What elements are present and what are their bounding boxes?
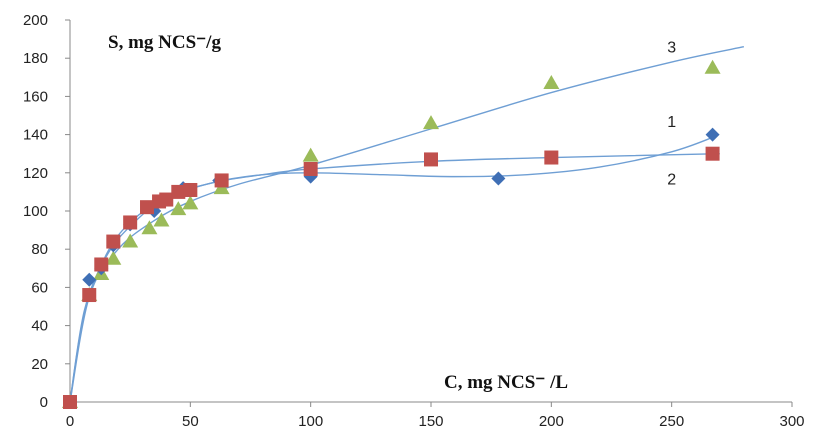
y-tick-label: 120 <box>23 165 48 182</box>
axes: 0 50 100 150 200 250 300 0 20 40 60 80 100 120 140 160… <box>23 12 805 430</box>
point-series-3 <box>704 59 721 74</box>
y-ticks: 0 20 40 60 80 100 120 140 160 180 200 <box>23 12 70 411</box>
point-series-2 <box>140 200 155 215</box>
point-series-2 <box>123 215 138 230</box>
y-tick-label: 0 <box>40 394 48 411</box>
data-markers <box>62 59 721 409</box>
y-tick-label: 160 <box>23 88 48 105</box>
x-tick-label: 250 <box>659 413 684 430</box>
point-series-2 <box>106 234 121 249</box>
y-tick-label: 60 <box>31 279 48 296</box>
y-tick-label: 200 <box>23 12 48 29</box>
trendline-series-2 <box>69 153 720 403</box>
point-series-2 <box>183 182 198 197</box>
y-tick-label: 100 <box>23 203 48 220</box>
trendlines <box>69 46 745 403</box>
x-axis-title: C, mg NCS⁻ /L <box>444 372 568 393</box>
point-series-3 <box>141 220 158 235</box>
point-series-1 <box>82 272 97 287</box>
point-series-2 <box>214 173 229 188</box>
point-series-3 <box>302 147 319 162</box>
trendline-series-1 <box>69 135 716 403</box>
point-series-2 <box>303 161 318 176</box>
x-tick-label: 150 <box>418 413 443 430</box>
point-series-2 <box>82 288 97 303</box>
series-label-3: 3 <box>667 39 676 56</box>
series-label-1: 1 <box>667 114 676 131</box>
point-series-2 <box>705 146 720 161</box>
x-tick-label: 50 <box>182 413 199 430</box>
trendline-series-3 <box>69 46 745 403</box>
point-series-3 <box>423 115 439 130</box>
y-tick-label: 180 <box>23 50 48 67</box>
point-series-2 <box>63 395 77 409</box>
x-tick-label: 0 <box>66 413 74 430</box>
y-tick-label: 80 <box>31 241 48 258</box>
y-tick-label: 20 <box>31 356 48 373</box>
y-tick-label: 40 <box>31 318 48 335</box>
point-series-3 <box>153 212 170 227</box>
point-series-2 <box>159 192 174 207</box>
x-tick-label: 300 <box>779 413 804 430</box>
series-labels: 1 2 3 <box>667 39 676 188</box>
point-series-2 <box>544 150 559 165</box>
x-tick-label: 200 <box>539 413 564 430</box>
point-series-2 <box>424 152 438 167</box>
point-series-2 <box>171 184 186 199</box>
point-series-2 <box>94 257 109 272</box>
y-tick-label: 140 <box>23 127 48 144</box>
point-series-3 <box>543 75 560 90</box>
point-series-3 <box>182 195 199 210</box>
y-axis-title: S, mg NCS⁻/g <box>108 32 221 53</box>
x-tick-label: 100 <box>298 413 323 430</box>
point-series-1 <box>491 171 506 186</box>
point-series-1 <box>705 127 720 142</box>
point-series-3 <box>105 250 122 265</box>
series-label-2: 2 <box>667 171 676 188</box>
x-ticks: 0 50 100 150 200 250 300 <box>66 402 805 430</box>
point-series-3 <box>170 201 187 216</box>
point-series-3 <box>122 233 139 248</box>
